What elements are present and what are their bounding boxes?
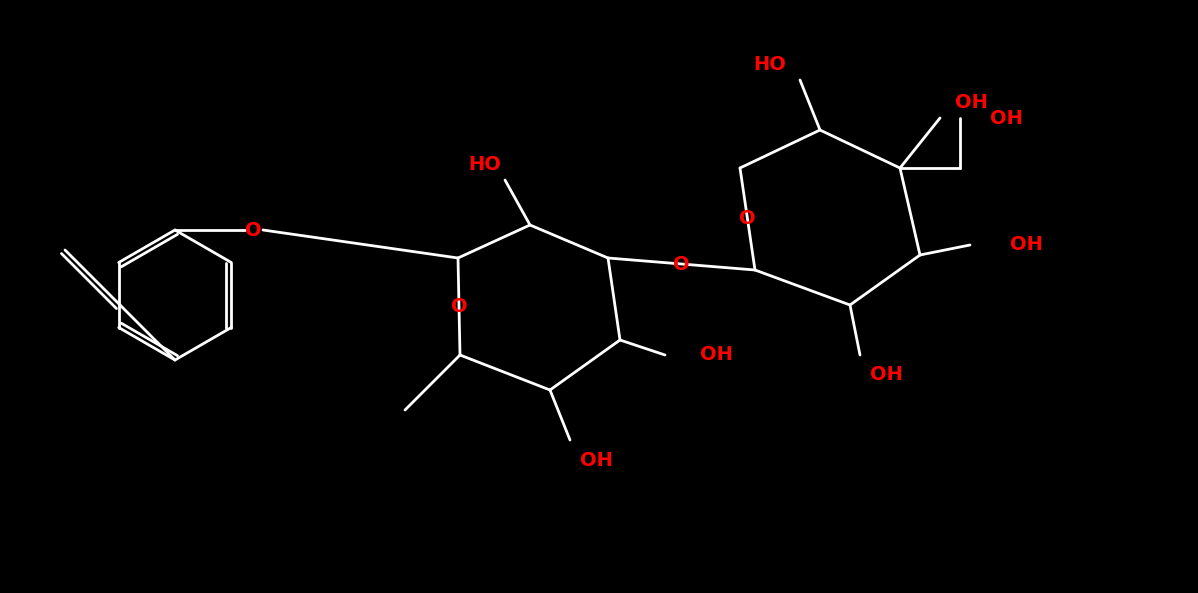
Text: O: O	[673, 254, 690, 273]
Text: HO: HO	[754, 56, 786, 75]
Text: O: O	[244, 221, 261, 240]
Text: O: O	[450, 297, 467, 316]
Text: OH: OH	[870, 365, 903, 384]
Text: OH: OH	[990, 109, 1023, 127]
Text: OH: OH	[955, 94, 988, 113]
Text: OH: OH	[580, 451, 613, 470]
Text: OH: OH	[1010, 235, 1043, 254]
Text: HO: HO	[468, 155, 502, 174]
Text: O: O	[739, 209, 756, 228]
Text: OH: OH	[700, 346, 733, 365]
